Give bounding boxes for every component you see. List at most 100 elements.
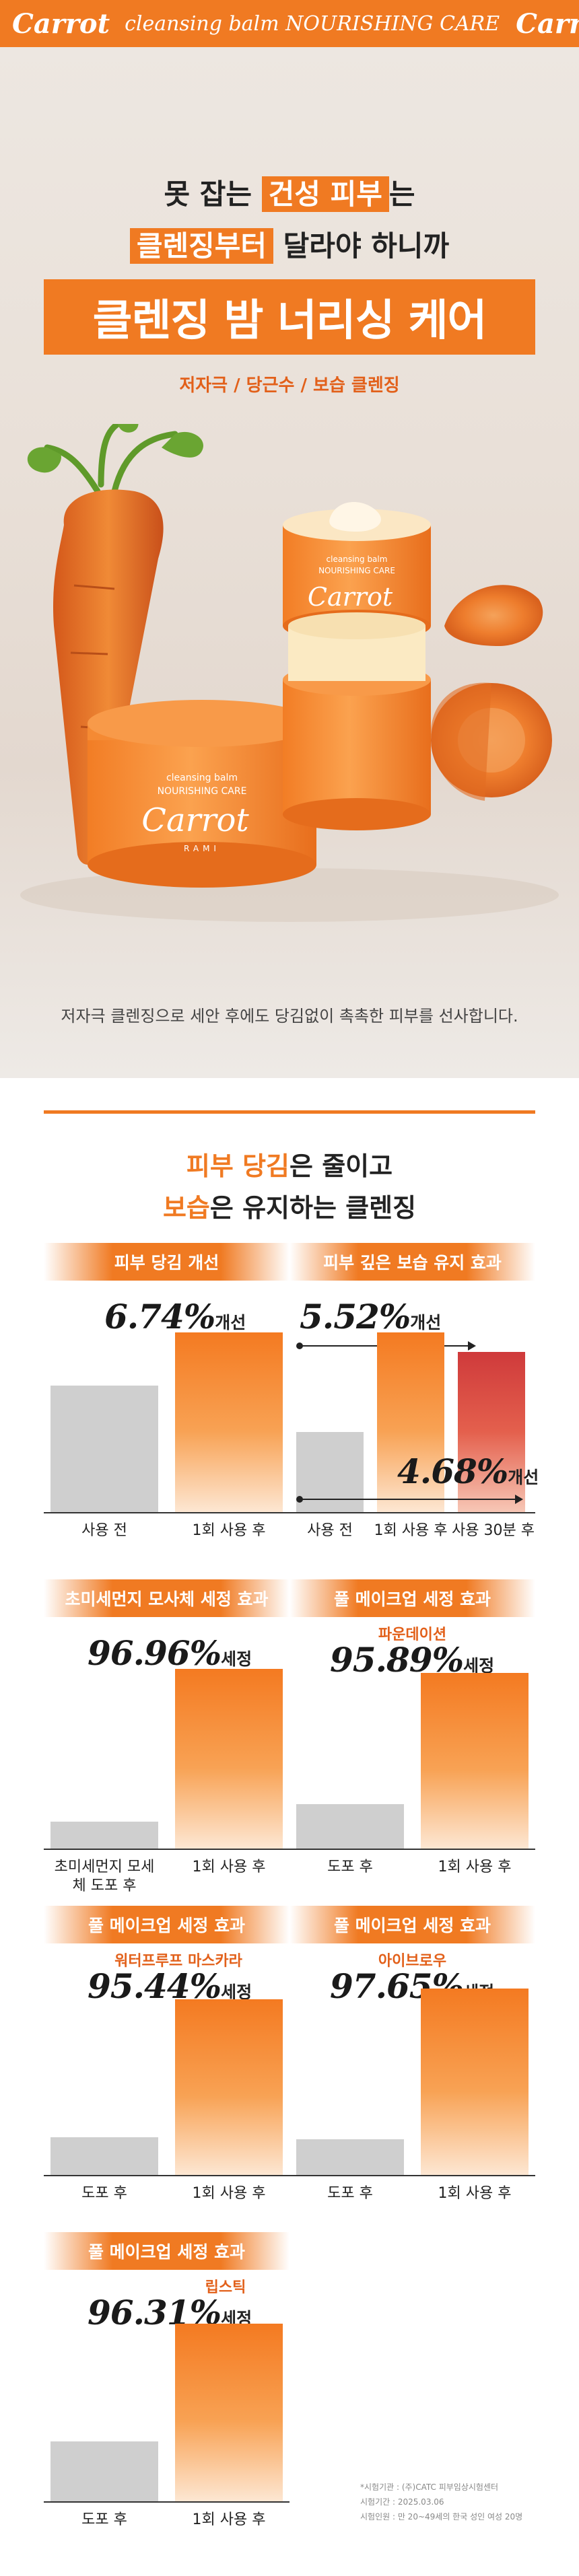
percent-value: 6.74%	[104, 1297, 215, 1336]
section-divider	[44, 1110, 535, 1114]
panel-title: 풀 메이크업 세정 효과	[44, 1906, 290, 1943]
chart-baseline	[44, 2501, 290, 2503]
chart-baseline	[290, 1849, 535, 1850]
percent-unit: 세정	[221, 1649, 252, 1669]
bar-30min	[458, 1352, 525, 1512]
bar-label-30min: 사용 30분 후	[452, 1522, 535, 1539]
percent-unit: 세정	[221, 1982, 252, 2002]
chart-panel-lipstick: 풀 메이크업 세정 효과 립스틱 96.31%세정 도포 후 1회 사용 후	[44, 2232, 290, 2562]
bar-label-after: 1회 사용 후	[374, 1522, 448, 1539]
test-note: 시험기간 : 2025.03.06	[360, 2497, 444, 2507]
bar-before	[50, 1822, 158, 1849]
bar-before	[296, 1804, 404, 1849]
bar-label-after: 1회 사용 후	[192, 1522, 266, 1539]
bar-after	[175, 2324, 283, 2501]
percent-unit: 세정	[463, 1656, 495, 1676]
arrow-dot-icon	[296, 1496, 303, 1503]
panel-subtitle: 파운데이션	[378, 1626, 447, 1643]
bar-before	[50, 1386, 158, 1512]
bar-after	[175, 1999, 283, 2175]
bar-after	[175, 1332, 283, 1512]
carrot-icon	[27, 424, 203, 865]
jar-front-care-text: NOURISHING CARE	[158, 786, 247, 797]
percent-unit: 개선	[215, 1313, 246, 1332]
bar-label-before: 사용 전	[307, 1522, 353, 1539]
bar-before	[50, 2441, 158, 2501]
panel-title: 피부 깊은 보습 유지 효과	[290, 1243, 535, 1281]
chart-panel-foundation: 풀 메이크업 세정 효과 파운데이션 95.89%세정 도포 후 1회 사용 후	[290, 1579, 535, 1909]
percent-readout: 96.96%세정	[88, 1633, 252, 1673]
panel-subtitle: 아이브로우	[378, 1953, 447, 1970]
efficacy-heading-1-b: 은 줄이고	[290, 1151, 393, 1181]
hero-line-1-a: 못 잡는	[164, 178, 262, 211]
jar-front-icon: cleansing balm NOURISHING CARE Carrot RA…	[88, 700, 316, 888]
efficacy-heading-1: 피부 당김은 줄이고	[0, 1145, 579, 1182]
chart-panel-eyebrow: 풀 메이크업 세정 효과 아이브로우 97.65%세정 도포 후 1회 사용 후	[290, 1906, 535, 2235]
jar-open-care-text: NOURISHING CARE	[318, 566, 395, 575]
bar-label-after: 1회 사용 후	[192, 2185, 266, 2202]
bar-before	[296, 2139, 404, 2175]
hero-line-2-b: 달라야 하니까	[273, 229, 450, 262]
efficacy-heading-2-highlight: 보습	[162, 1193, 210, 1223]
efficacy-heading-2-b: 은 유지하는 클렌징	[209, 1193, 417, 1223]
bar-label-before: 도포 후	[81, 2185, 127, 2202]
percent-value: 5.52%	[300, 1297, 411, 1336]
test-note: 시험인원 : 만 20~49세의 한국 성인 여성 20명	[360, 2512, 523, 2521]
bar-label-before: 사용 전	[81, 1522, 127, 1539]
banner-subtitle: cleansing balm NOURISHING CARE	[125, 11, 500, 36]
chart-baseline	[290, 2175, 535, 2176]
chart-panel-moisture: 피부 깊은 보습 유지 효과 5.52%개선 4.68%개선 사용 전 1회 사…	[290, 1243, 539, 1573]
test-notes: *시험기관 : (주)CATC 피부임상시험센터 시험기간 : 2025.03.…	[360, 2480, 562, 2524]
chart-baseline	[44, 1849, 290, 1850]
jar-open-logo: Carrot	[308, 582, 393, 612]
panel-title: 피부 당김 개선	[44, 1243, 290, 1281]
percent-readout-2: 4.68%개선	[397, 1452, 539, 1491]
chart-panel-tightness: 피부 당김 개선 6.74%개선 사용 전 1회 사용 후	[44, 1243, 290, 1573]
bar-before	[50, 2137, 158, 2175]
hero-line-2-highlight: 클렌징부터	[129, 228, 274, 264]
arrow-icon	[296, 1495, 523, 1504]
jar-front-logo: Carrot	[141, 801, 249, 839]
bar-label-after: 1회 사용 후	[192, 1859, 266, 1875]
percent-readout: 5.52%개선	[300, 1297, 441, 1336]
panel-subtitle: 워터프루프 마스카라	[114, 1953, 242, 1970]
bar-label-before: 초미세먼지 모세체 도포 후	[54, 1859, 155, 1894]
efficacy-heading-1-highlight: 피부 당김	[186, 1151, 290, 1181]
arrow-dot-icon	[296, 1343, 303, 1349]
panel-subtitle: 립스틱	[205, 2279, 246, 2296]
hero-line-1: 못 잡는 건성 피부 는	[0, 172, 579, 213]
efficacy-section: 피부 당김은 줄이고 보습은 유지하는 클렌징 피부 당김 개선 6.74%개선…	[0, 1078, 579, 2576]
bar-label-after: 1회 사용 후	[192, 2511, 266, 2528]
bar-label-before: 도포 후	[327, 2185, 373, 2202]
chart-panel-mascara: 풀 메이크업 세정 효과 워터프루프 마스카라 95.44%세정 도포 후 1회…	[44, 1906, 290, 2235]
panel-title: 풀 메이크업 세정 효과	[290, 1579, 535, 1617]
brand-banner: Carrot cleansing balm NOURISHING CARE Ca…	[0, 0, 579, 47]
percent-readout: 6.74%개선	[104, 1297, 246, 1336]
hero-line-1-b: 는	[388, 178, 415, 211]
hero-line-2: 클렌징부터 달라야 하니까	[0, 223, 579, 264]
hero-section: 못 잡는 건성 피부 는 클렌징부터 달라야 하니까 클렌징 밤 너리싱 케어 저…	[0, 47, 579, 1078]
panel-title: 초미세먼지 모사체 세정 효과	[44, 1579, 290, 1617]
chart-baseline	[44, 1512, 290, 1513]
panel-title: 풀 메이크업 세정 효과	[290, 1906, 535, 1943]
product-tagline: 저자극 / 당근수 / 보습 클렌징	[179, 375, 400, 396]
jar-open-small-text: cleansing balm	[327, 554, 388, 564]
bar-before	[296, 1432, 364, 1512]
chart-panel-fine-dust: 초미세먼지 모사체 세정 효과 96.96%세정 초미세먼지 모세체 도포 후 …	[44, 1579, 290, 1909]
percent-value: 96.96%	[88, 1633, 222, 1673]
efficacy-heading-2: 보습은 유지하는 클렌징	[0, 1187, 579, 1224]
product-photo: cleansing balm NOURISHING CARE Carrot RA…	[20, 424, 559, 922]
product-title-box: 클렌징 밤 너리싱 케어	[44, 279, 535, 355]
jar-front-small-text: cleansing balm	[166, 773, 238, 783]
hero-line-1-highlight: 건성 피부	[261, 176, 389, 212]
carrot-slice-icon	[431, 585, 552, 801]
bar-label-before: 도포 후	[327, 1859, 373, 1875]
bar-label-after: 1회 사용 후	[438, 1859, 512, 1875]
bar-after	[421, 1673, 529, 1849]
product-title: 클렌징 밤 너리싱 케어	[92, 296, 487, 346]
brand-logo-repeat: Carrot	[516, 7, 579, 40]
bar-label-after: 1회 사용 후	[438, 2185, 512, 2202]
bar-after	[421, 1989, 529, 2175]
bar-after	[175, 1669, 283, 1849]
